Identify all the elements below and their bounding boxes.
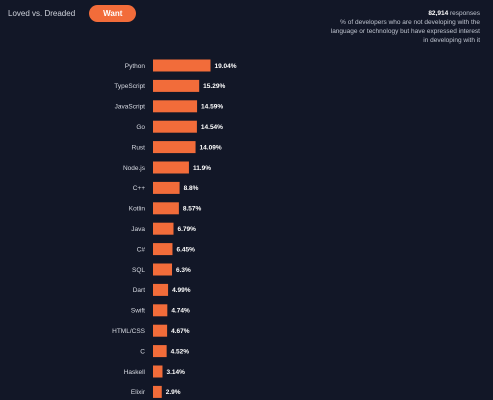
value-label: 14.59%	[201, 104, 223, 111]
responses-suffix: responses	[448, 10, 480, 17]
value-label: 6.3%	[176, 267, 191, 274]
value-label: 14.54%	[201, 124, 223, 131]
category-label: C	[140, 348, 145, 355]
category-label: Java	[131, 226, 145, 233]
bar[interactable]	[153, 202, 179, 215]
bar[interactable]	[153, 222, 174, 235]
bar[interactable]	[153, 243, 173, 256]
category-label: JavaScript	[115, 104, 146, 111]
category-label: TypeScript	[114, 83, 145, 90]
category-label: Haskell	[124, 369, 146, 376]
value-label: 4.99%	[172, 287, 191, 294]
category-label: Swift	[131, 308, 145, 315]
bar[interactable]	[153, 161, 189, 174]
tab-loved-vs-dreaded[interactable]: Loved vs. Dreaded	[8, 9, 76, 18]
bar[interactable]	[153, 59, 211, 72]
bar[interactable]	[153, 181, 180, 194]
value-label: 8.8%	[184, 185, 199, 192]
value-label: 15.29%	[203, 83, 225, 90]
value-label: 14.09%	[200, 144, 222, 151]
category-label: C#	[137, 246, 146, 253]
want-button[interactable]: Want	[89, 5, 137, 22]
category-label: Kotlin	[129, 206, 146, 213]
bar[interactable]	[153, 120, 197, 133]
bar[interactable]	[153, 385, 162, 398]
value-label: 4.67%	[171, 328, 190, 335]
value-label: 2.9%	[166, 389, 181, 396]
bar[interactable]	[153, 304, 168, 317]
value-label: 8.57%	[183, 206, 202, 213]
category-label: Dart	[133, 287, 145, 294]
category-label: Elixir	[131, 389, 146, 396]
bar[interactable]	[153, 365, 163, 378]
category-label: C++	[133, 185, 145, 192]
value-label: 4.74%	[171, 308, 190, 315]
value-label: 3.14%	[166, 369, 185, 376]
value-label: 6.79%	[178, 226, 197, 233]
category-label: Python	[125, 63, 146, 70]
category-label: HTML/CSS	[112, 328, 146, 335]
bar[interactable]	[153, 283, 169, 296]
responses-description: % of developers who are not developing w…	[330, 19, 480, 44]
category-label: Go	[136, 124, 145, 131]
value-label: 6.45%	[176, 246, 195, 253]
responses-info: 82,914 responses % of developers who are…	[330, 9, 480, 45]
value-label: 19.04%	[215, 63, 237, 70]
bar[interactable]	[153, 345, 167, 358]
bar[interactable]	[153, 100, 198, 113]
toolbar: Loved vs. Dreaded Want	[8, 5, 137, 22]
value-label: 4.52%	[171, 348, 190, 355]
value-label: 11.9%	[193, 165, 211, 172]
bar[interactable]	[153, 79, 200, 92]
category-label: Node.js	[123, 165, 146, 172]
bar[interactable]	[153, 263, 173, 276]
category-label: SQL	[132, 267, 145, 274]
bar[interactable]	[153, 141, 196, 154]
response-count: 82,914	[428, 10, 449, 17]
bar[interactable]	[153, 324, 168, 337]
category-label: Rust	[132, 144, 146, 151]
